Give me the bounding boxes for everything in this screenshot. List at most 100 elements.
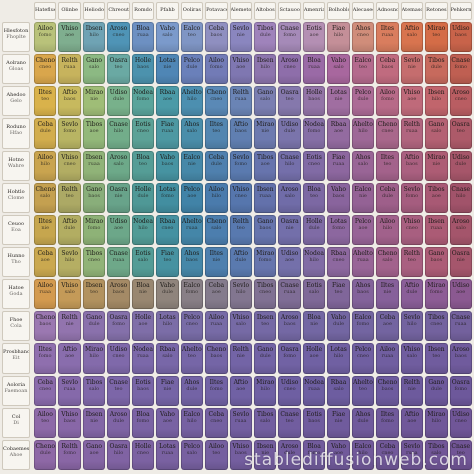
grid-tile[interactable]: Ibsen teo (82, 279, 106, 310)
grid-tile[interactable]: Cheno cneo (376, 118, 399, 149)
grid-tile[interactable]: Aroso baos (449, 343, 472, 374)
grid-tile[interactable]: Iltes fomo (376, 407, 399, 438)
grid-tile[interactable]: Ceba aoe (205, 279, 228, 310)
grid-tile[interactable]: Tibos dule (425, 54, 448, 85)
grid-tile[interactable]: Mirao teo (425, 22, 448, 53)
grid-tile[interactable]: Vaho aoe (327, 439, 350, 470)
grid-tile[interactable]: Ceba dule (376, 182, 399, 213)
grid-tile[interactable]: Oasra teo (107, 54, 130, 85)
grid-tile[interactable]: Relth teo (58, 182, 81, 213)
grid-tile[interactable]: Fiae ruaa (156, 118, 179, 149)
grid-tile[interactable]: Sevlo fomo (400, 182, 424, 213)
grid-tile[interactable]: Tibos dule (254, 22, 277, 53)
grid-tile[interactable]: Aroso salo (107, 150, 130, 181)
grid-tile[interactable]: Vhiso cneo (400, 214, 424, 245)
grid-tile[interactable]: Eotis baos (302, 407, 326, 438)
grid-tile[interactable]: Ceba cneo (376, 439, 399, 470)
grid-tile[interactable]: Eotis cneo (302, 150, 326, 181)
grid-tile[interactable]: Sevlo fomo (58, 118, 81, 149)
grid-tile[interactable]: Pelco aoe (351, 214, 375, 245)
grid-tile[interactable]: Ailoo ruaa (34, 279, 57, 310)
grid-tile[interactable]: Ahelto hilo (180, 86, 204, 117)
grid-tile[interactable]: Nodea fomo (131, 86, 155, 117)
grid-tile[interactable]: Ealco fomo (351, 311, 375, 342)
grid-tile[interactable]: Ibsen hilo (425, 86, 448, 117)
grid-tile[interactable]: Oasra teo (278, 86, 301, 117)
grid-tile[interactable]: Mirao fomo (425, 279, 448, 310)
grid-tile[interactable]: Relth teo (229, 214, 252, 245)
grid-tile[interactable]: Eotis salo (131, 247, 155, 278)
grid-tile[interactable]: Vhiso salo (400, 343, 424, 374)
grid-tile[interactable]: Relth nie (58, 311, 81, 342)
grid-tile[interactable]: Udiso dule (449, 150, 472, 181)
grid-tile[interactable]: Aftio baos (400, 150, 424, 181)
grid-tile[interactable]: Ibsen hilo (254, 54, 277, 85)
grid-tile[interactable]: Cnase ruaa (107, 247, 130, 278)
grid-tile[interactable]: Pelco salo (180, 439, 204, 470)
grid-tile[interactable]: Pelco aoe (180, 182, 204, 213)
grid-tile[interactable]: Vhiso aoe (58, 22, 81, 53)
grid-tile[interactable]: Gano dule (425, 375, 448, 406)
grid-tile[interactable]: Vhiso aoe (229, 54, 252, 85)
grid-tile[interactable]: Ahelto ruaa (180, 214, 204, 245)
grid-tile[interactable]: Vhiso salo (229, 311, 252, 342)
grid-tile[interactable]: Ailoo teo (34, 407, 57, 438)
grid-tile[interactable]: Mirao nie (425, 150, 448, 181)
grid-tile[interactable]: Relth nie (229, 343, 252, 374)
grid-tile[interactable]: Cheno salo (205, 214, 228, 245)
grid-tile[interactable]: Ailoo hilo (205, 182, 228, 213)
grid-tile[interactable]: Fiae teo (156, 247, 179, 278)
grid-tile[interactable]: Cheno baos (205, 343, 228, 374)
grid-tile[interactable]: Sevlo hilo (400, 311, 424, 342)
grid-tile[interactable]: Ailoo fomo (376, 86, 399, 117)
grid-tile[interactable]: Sevlo nie (400, 54, 424, 85)
grid-tile[interactable]: Ceba dule (205, 150, 228, 181)
grid-tile[interactable]: Eotis salo (302, 279, 326, 310)
grid-tile[interactable]: Cheno cneo (34, 54, 57, 85)
grid-tile[interactable]: Holle dule (131, 182, 155, 213)
grid-tile[interactable]: Iltes fomo (34, 343, 57, 374)
grid-tile[interactable]: Ceba aoe (34, 247, 57, 278)
grid-tile[interactable]: Sevlo ruaa (229, 407, 252, 438)
grid-tile[interactable]: Oasra nie (449, 247, 472, 278)
grid-tile[interactable]: Iltes teo (34, 86, 57, 117)
grid-tile[interactable]: Holle baos (131, 54, 155, 85)
grid-tile[interactable]: Gano dule (254, 343, 277, 374)
grid-tile[interactable]: Oasra hilo (107, 439, 130, 470)
grid-tile[interactable]: Relth ruaa (229, 86, 252, 117)
grid-tile[interactable]: Aroso salo (278, 182, 301, 213)
grid-tile[interactable]: Vaho baos (156, 150, 179, 181)
grid-tile[interactable]: Aftio aoe (58, 343, 81, 374)
grid-tile[interactable]: Nodea hilo (131, 214, 155, 245)
grid-tile[interactable]: Aroso cneo (449, 86, 472, 117)
grid-tile[interactable]: Nodea hilo (302, 247, 326, 278)
grid-tile[interactable]: Relth nie (400, 375, 424, 406)
grid-tile[interactable]: Vaho salo (156, 22, 179, 53)
grid-tile[interactable]: Relth fomo (58, 439, 81, 470)
grid-tile[interactable]: Cnase fomo (449, 54, 472, 85)
grid-tile[interactable]: Gano salo (254, 86, 277, 117)
grid-tile[interactable]: Vhiso aoe (400, 86, 424, 117)
grid-tile[interactable]: Ahos dule (351, 407, 375, 438)
grid-tile[interactable]: Cheno cneo (205, 86, 228, 117)
grid-tile[interactable]: Eotis cneo (131, 118, 155, 149)
grid-tile[interactable]: Iltes fomo (205, 375, 228, 406)
grid-tile[interactable]: Ealco hilo (351, 439, 375, 470)
grid-tile[interactable]: Ealco teo (351, 54, 375, 85)
grid-tile[interactable]: Gano salo (425, 118, 448, 149)
grid-tile[interactable]: Ailoo hilo (376, 214, 399, 245)
grid-tile[interactable]: Sevlo ruaa (400, 439, 424, 470)
grid-tile[interactable]: Ceba cneo (34, 375, 57, 406)
grid-tile[interactable]: Iltes teo (376, 150, 399, 181)
grid-tile[interactable]: Ibsen hilo (82, 22, 106, 53)
grid-tile[interactable]: Fiae nie (156, 375, 179, 406)
grid-tile[interactable]: Ceba cneo (205, 407, 228, 438)
grid-tile[interactable]: Bloa ruaa (131, 22, 155, 53)
grid-tile[interactable]: Udiso cneo (107, 343, 130, 374)
grid-tile[interactable]: Nodea ruaa (131, 343, 155, 374)
grid-tile[interactable]: Pelco dule (351, 86, 375, 117)
grid-tile[interactable]: Holle baos (302, 86, 326, 117)
grid-tile[interactable]: Cnase fomo (278, 22, 301, 53)
grid-tile[interactable]: Mirao fomo (82, 214, 106, 245)
grid-tile[interactable]: Ahos salo (351, 150, 375, 181)
